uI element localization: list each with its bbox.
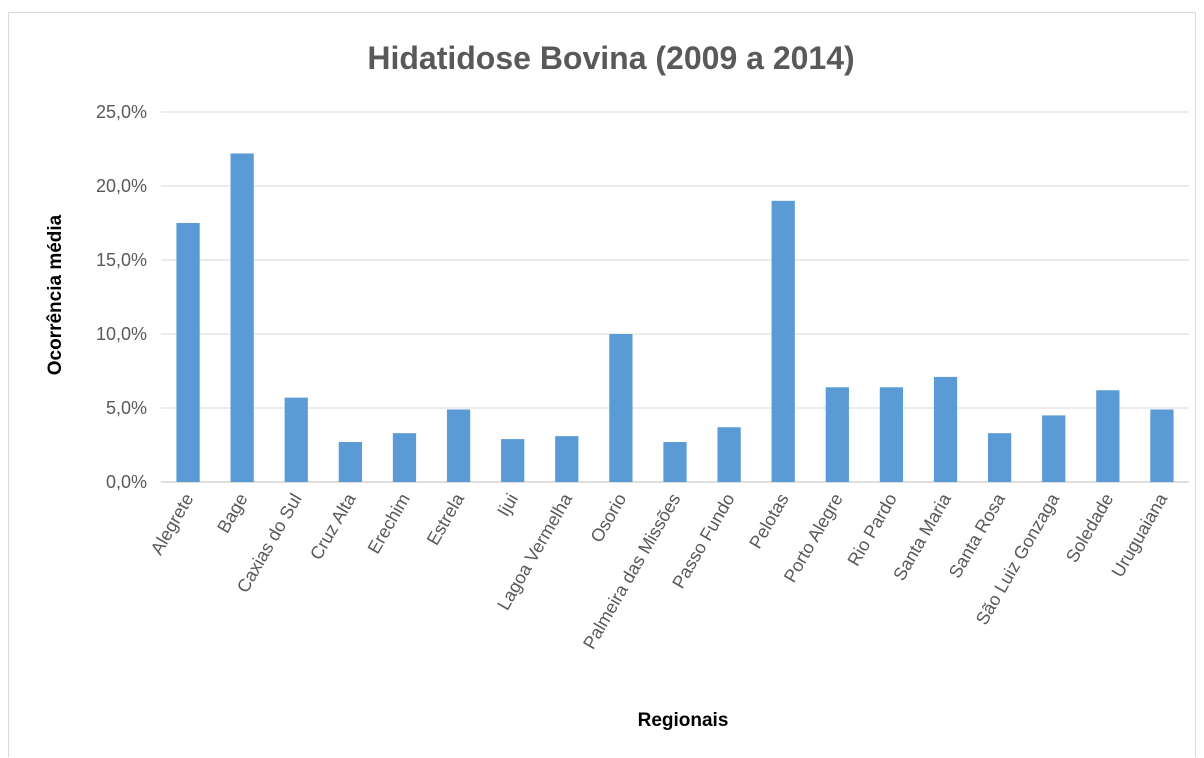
bar — [933, 376, 958, 482]
y-tick-label: 15,0% — [96, 250, 147, 270]
x-tick-label: Santa Rosa — [945, 489, 1010, 581]
bar — [825, 387, 849, 482]
x-tick-label: Ijui — [493, 490, 522, 520]
x-tick-label: Alegrete — [147, 490, 198, 558]
bar — [771, 200, 795, 483]
bar — [392, 433, 417, 482]
bar — [446, 409, 471, 482]
x-tick-label: Palmeira das Missões — [579, 490, 684, 652]
bar — [987, 433, 1012, 482]
y-axis-title: Ocorrência média — [45, 214, 66, 375]
x-axis-title: Regionais — [638, 710, 729, 731]
y-tick-label: 10,0% — [96, 324, 147, 344]
x-tick-label: Erechim — [364, 490, 414, 557]
bar — [1150, 409, 1174, 482]
y-axis-ticks: 0,0% 5,0% 10,0% 15,0% 20,0% 25,0% — [96, 102, 147, 492]
bar — [663, 442, 687, 482]
y-tick-label: 5,0% — [106, 398, 147, 418]
x-tick-label: Cruz Alta — [306, 489, 360, 563]
x-tick-label: Pelotas — [745, 490, 792, 552]
y-tick-label: 20,0% — [96, 176, 147, 196]
x-tick-label: Soledade — [1062, 490, 1117, 566]
x-tick-label: Bage — [213, 490, 251, 536]
chart-svg: Hidatidose Bovina (2009 a 2014) Ocorrênc… — [45, 40, 1189, 731]
y-tick-label: 25,0% — [96, 102, 147, 122]
bars — [176, 153, 1174, 483]
x-tick-label: Osorio — [587, 490, 631, 546]
bar — [338, 442, 363, 482]
chart-title: Hidatidose Bovina (2009 a 2014) — [367, 40, 854, 76]
x-tick-label: Rio Pardo — [844, 490, 901, 569]
chart-frame: Hidatidose Bovina (2009 a 2014) Ocorrênc… — [8, 12, 1196, 757]
gridlines — [161, 111, 1189, 483]
bar — [501, 439, 525, 482]
bar — [1042, 415, 1066, 482]
bar — [879, 387, 904, 482]
y-tick-label: 0,0% — [106, 472, 147, 492]
x-tick-label: Estrela — [423, 489, 469, 548]
bar — [1096, 390, 1120, 482]
bar — [230, 153, 254, 482]
bar — [717, 427, 741, 482]
x-tick-label: Uruguaiana — [1108, 489, 1172, 580]
bar — [284, 397, 308, 482]
bar — [555, 436, 579, 482]
bar — [609, 334, 633, 482]
bar — [176, 223, 200, 482]
